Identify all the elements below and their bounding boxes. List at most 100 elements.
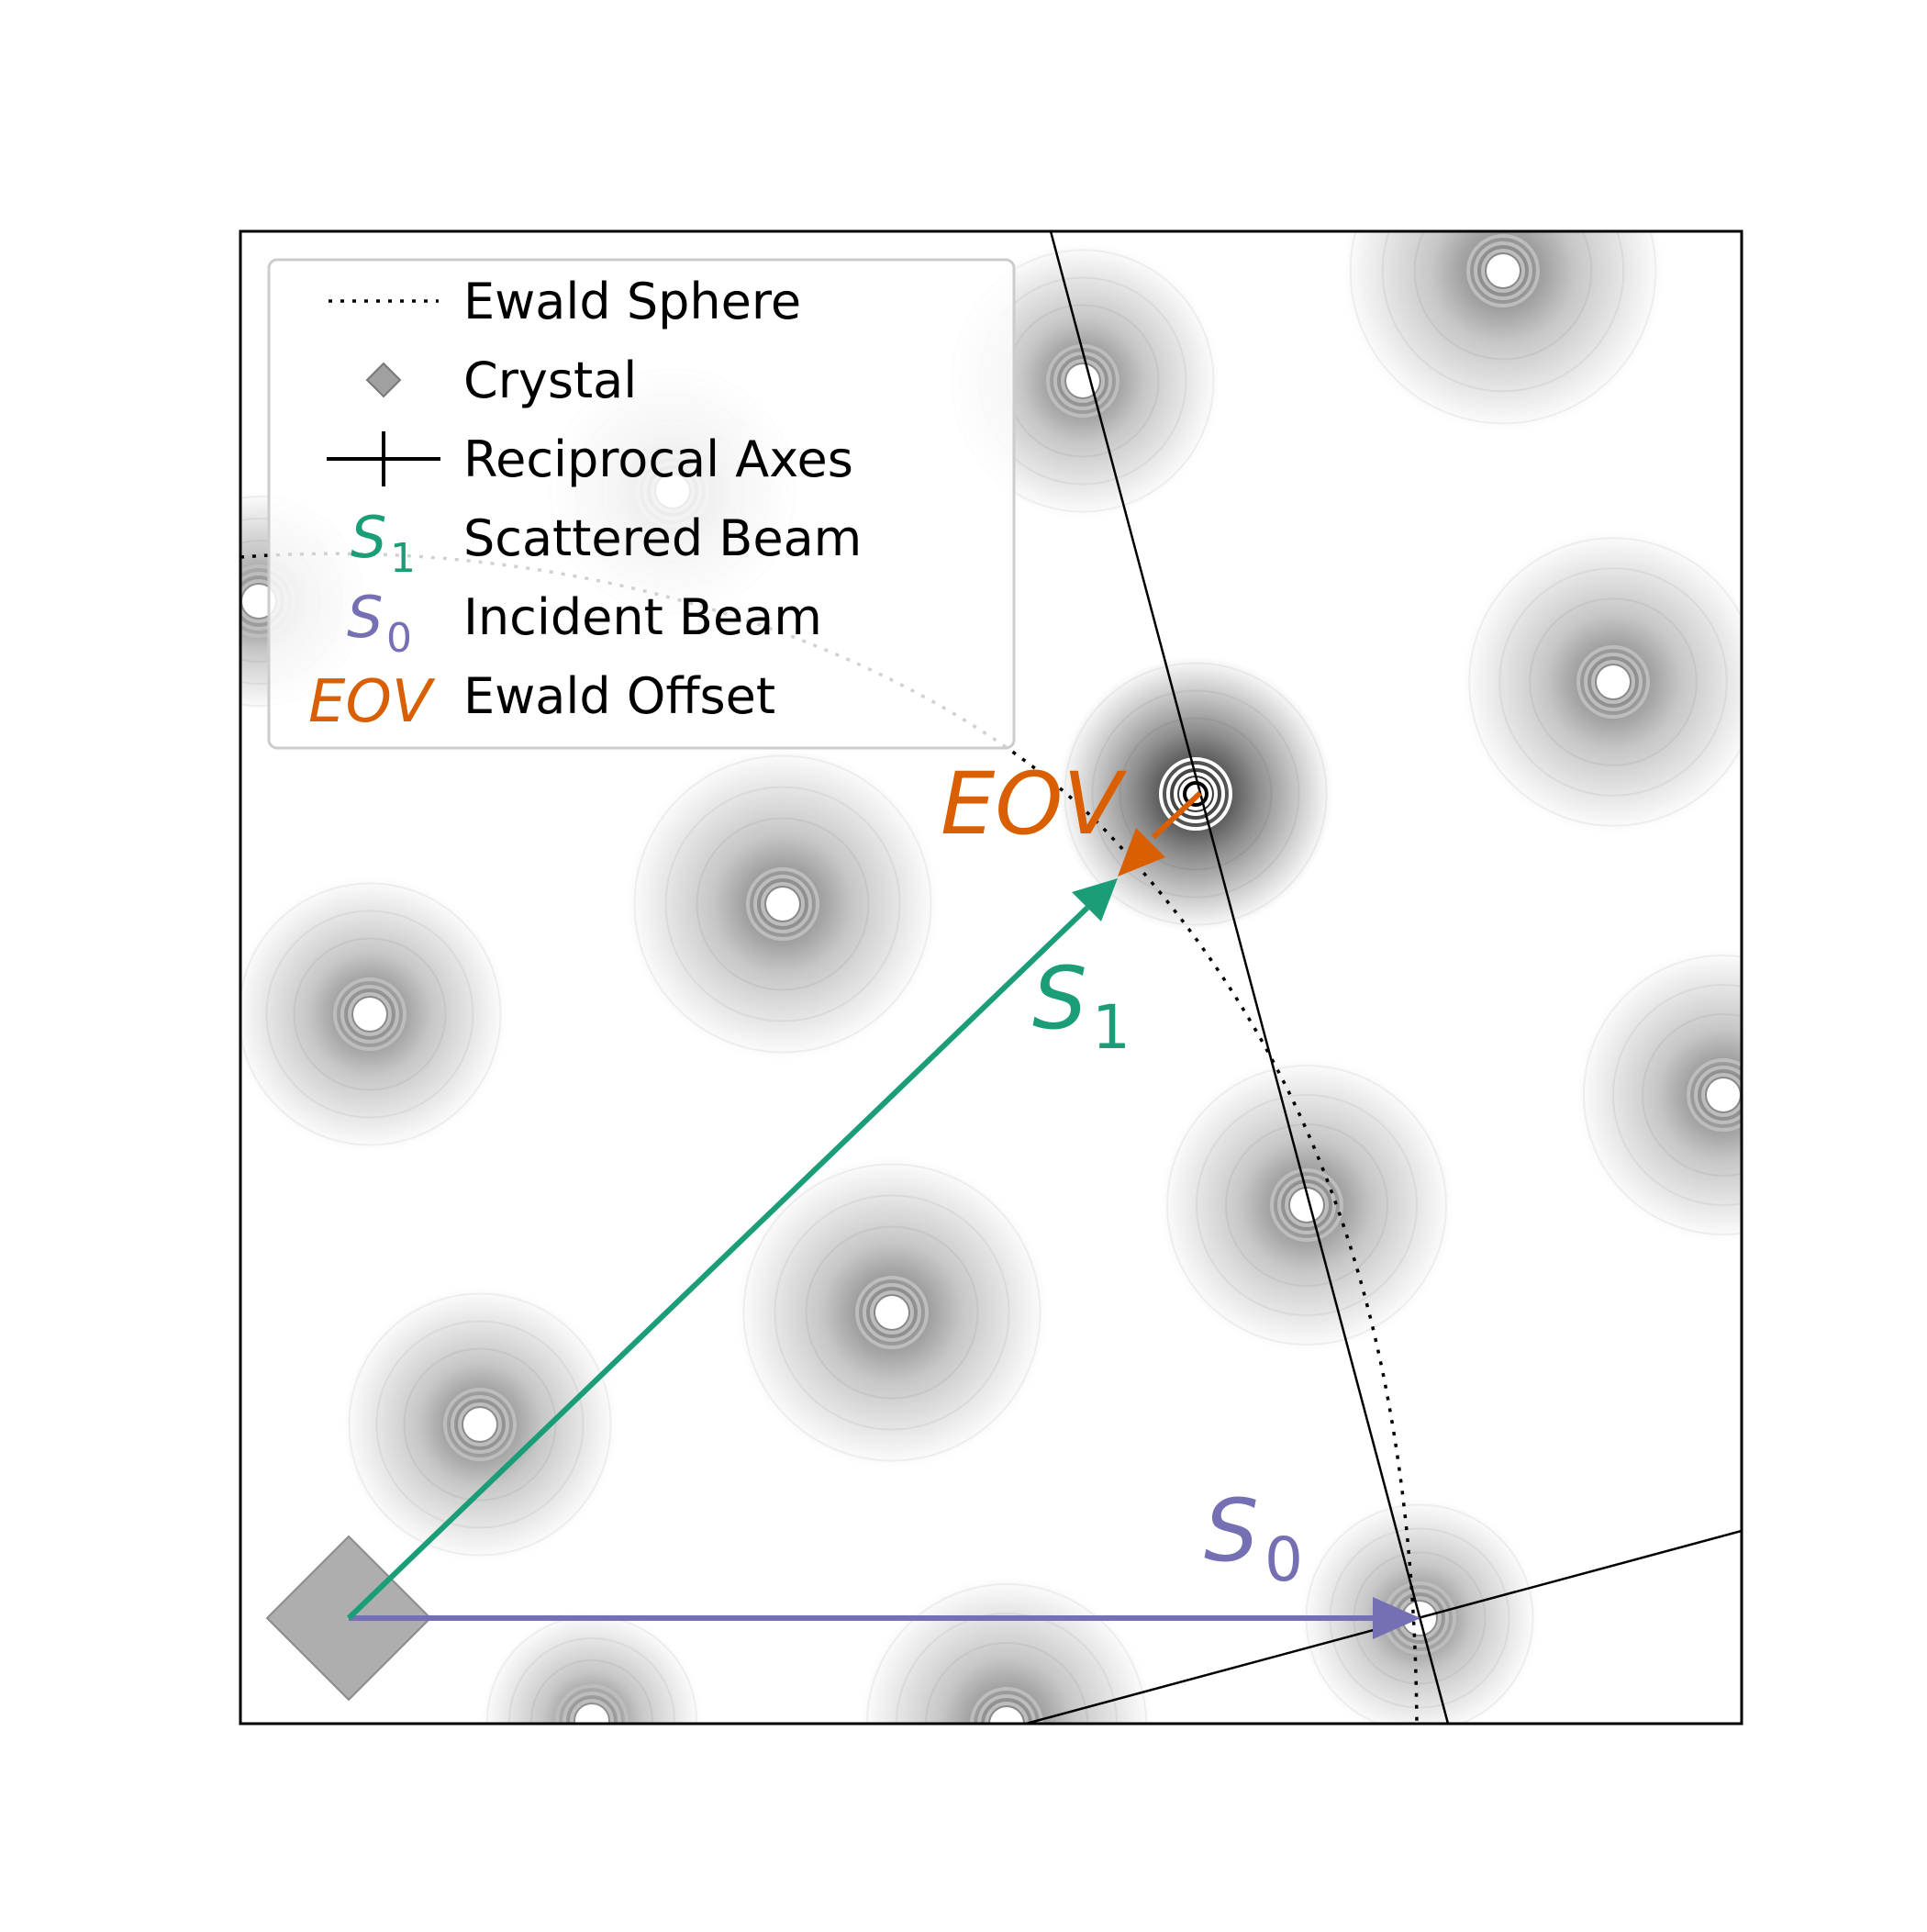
lattice-spot-ring: [563, 1692, 621, 1724]
svg-text:S: S: [347, 584, 383, 651]
lattice-spot-ring: [753, 875, 812, 933]
lattice-spot-halo: [482, 1611, 702, 1724]
lattice-spot-ring: [458, 1402, 502, 1446]
svg-text:S: S: [351, 504, 386, 571]
lattice-spot-contour: [1119, 717, 1273, 871]
legend-label-offset: Ewald Offset: [463, 667, 775, 725]
lattice-spot-center: [766, 888, 799, 921]
lattice-spot-center: [575, 1704, 608, 1724]
lattice-spot-ring: [333, 977, 407, 1051]
lattice-spot-contour: [664, 786, 901, 1022]
lattice-spot-contour: [866, 1583, 1147, 1724]
lattice-spot-contour: [1381, 231, 1625, 393]
lattice-spot-ring: [1285, 1183, 1329, 1227]
lattice-spot-ring: [1694, 1066, 1742, 1124]
lattice-spot-contour: [1091, 689, 1300, 899]
lattice-spot-contour: [1468, 537, 1742, 827]
reciprocal-axis-a: [1049, 231, 1450, 1724]
incident-beam-arrow: [349, 1597, 1420, 1639]
lattice-spot-center: [1066, 364, 1099, 397]
lattice-spot-ring: [1474, 241, 1532, 300]
legend-label-ewald: Ewald Sphere: [463, 273, 801, 330]
legend-label-scattered: Scattered Beam: [463, 509, 862, 567]
lattice-spot-ring: [1584, 653, 1643, 711]
lattice-spot-center: [1597, 665, 1630, 698]
legend: S 1 S 0 EOV Ewald Sphere Crystal Recipro…: [267, 258, 1016, 750]
legend-axes-swatch: [327, 431, 440, 486]
lattice-spot-contour: [1064, 662, 1328, 926]
lattice-spot-center-ring: [1183, 781, 1209, 807]
lattice-spot-contour: [348, 1292, 612, 1557]
scattered-beam-arrow: [346, 878, 1118, 1621]
lattice-spot-contour: [240, 882, 502, 1146]
legend-incident-swatch: S 0: [347, 584, 412, 662]
lattice-spot-ring: [555, 1684, 629, 1724]
lattice-spot-center: [1290, 1189, 1323, 1222]
ewald-offset-arrow: [1118, 790, 1203, 877]
lattice-spot-ring: [1591, 660, 1635, 704]
lattice-spot-contour: [805, 1225, 979, 1400]
s1-label-symbol: S: [1032, 949, 1087, 1049]
lattice-spot-contour: [1642, 1013, 1742, 1177]
lattice-spot-center: [1487, 254, 1520, 287]
lattice-spot-ring: [1466, 234, 1540, 307]
lattice-spot-contour: [774, 1194, 1010, 1431]
lattice-spot-contour: [1166, 1065, 1447, 1346]
lattice-spot-center: [990, 1707, 1023, 1724]
lattice-spot-center: [242, 585, 275, 618]
lattice-spot-contour: [508, 1637, 675, 1724]
lattice-spot-contour: [375, 1320, 585, 1529]
lattice-spot-center: [463, 1408, 496, 1441]
lattice-spot-contour: [1529, 597, 1698, 766]
lattice-spot-ring: [977, 1694, 1036, 1724]
lattice-spot-ring: [570, 1699, 614, 1724]
lattice-spot-contour: [742, 1163, 1041, 1462]
lattice-spot-contour: [633, 754, 932, 1054]
lattice-spot-ring: [1701, 1073, 1742, 1117]
s0-label-subscript: 0: [1264, 1524, 1303, 1595]
lattice-spot-center: [875, 1296, 908, 1329]
lattice-spot-ring: [1277, 1176, 1336, 1234]
lattice-spot-ring: [985, 1702, 1029, 1724]
lattice-spot-ring: [746, 867, 819, 941]
legend-crystal-swatch: [365, 362, 402, 398]
lattice-spot-contour: [925, 1642, 1088, 1724]
lattice-spot-ring: [451, 1395, 509, 1454]
legend-label-crystal: Crystal: [463, 352, 637, 409]
eov-label: EOV: [941, 754, 1127, 854]
lattice-spot-contour: [1612, 984, 1742, 1206]
lattice-spot-contour: [1349, 231, 1657, 425]
lattice-spot-ring: [348, 992, 392, 1036]
legend-label-incident: Incident Beam: [463, 588, 822, 646]
lattice-spot-ring: [1576, 645, 1650, 719]
lattice-spot-ring: [1061, 359, 1105, 403]
plot-frame: [239, 229, 1743, 1725]
legend-box: [267, 258, 1016, 750]
lattice-spot-contour: [896, 1613, 1118, 1724]
legend-scattered-swatch: S 1: [351, 504, 416, 582]
svg-text:0: 0: [386, 615, 412, 662]
lattice-spot-ring: [863, 1283, 921, 1342]
lattice-spot-halo: [1576, 948, 1742, 1242]
lattice-spot-contour: [293, 937, 447, 1091]
lattice-spot-center: [353, 998, 386, 1031]
lattice-spot-contour: [1583, 955, 1742, 1235]
lattice-spot-ring: [855, 1276, 929, 1349]
lattice-spot-contour: [1225, 1123, 1388, 1287]
svg-text:1: 1: [390, 535, 416, 582]
lattice-spot-ring: [1270, 1168, 1343, 1242]
lattice-spot-contour: [696, 817, 870, 991]
s1-label-subscript: 1: [1092, 992, 1131, 1063]
lattice-spot-contour: [530, 1659, 653, 1724]
lattice-spot-ring: [1481, 249, 1525, 293]
lattice-spot-contour: [1413, 231, 1593, 361]
lattice-spot-halo: [1342, 231, 1664, 431]
lattice-spot-ring: [1046, 344, 1119, 418]
lattice-spot-contour: [1196, 1094, 1418, 1316]
lattice-spot-ring: [1159, 757, 1232, 831]
s0-label-symbol: S: [1204, 1481, 1259, 1581]
lattice-spot-ring: [443, 1388, 517, 1461]
lattice-spot-ring: [970, 1687, 1043, 1724]
